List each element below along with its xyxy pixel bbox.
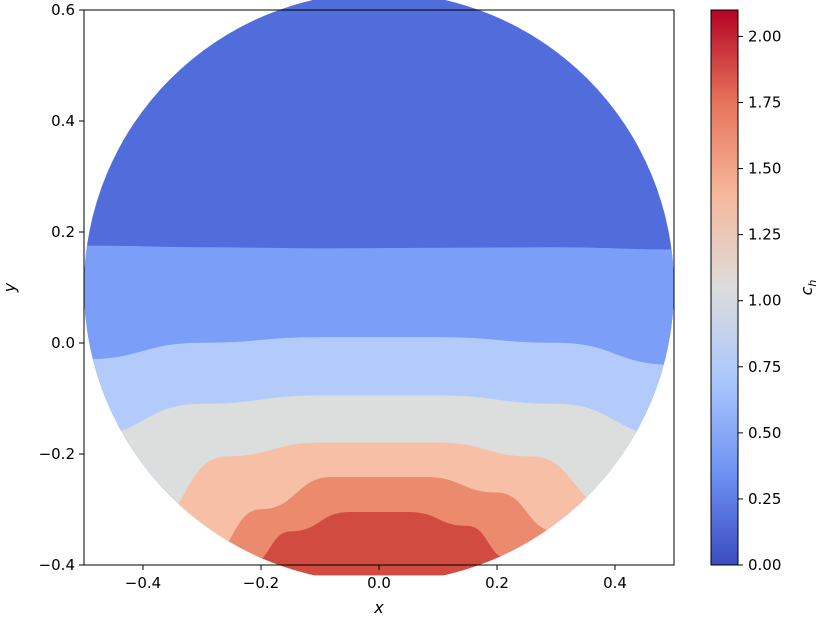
y-tick-label: 0.6 [51, 1, 75, 19]
colorbar-tick-label: 0.75 [748, 358, 781, 376]
x-tick-label: 0.4 [603, 574, 627, 592]
x-tick-label: −0.2 [243, 574, 279, 592]
contour-level-6 [248, 511, 510, 576]
y-tick-label: 0.2 [51, 223, 75, 241]
x-tick-label: 0.2 [485, 574, 509, 592]
colorbar-label: ch [797, 280, 819, 296]
colorbar: 0.00 0.25 0.50 0.75 1.00 1.25 1.50 1.75 2.00 ch [710, 9, 819, 574]
y-tick-label: 0.0 [51, 334, 75, 352]
colorbar-tick-label: 1.00 [748, 292, 781, 310]
colorbar-ticks: 0.00 0.25 0.50 0.75 1.00 1.25 1.50 1.75 2.00 [738, 27, 781, 574]
x-tick-label: 0.0 [367, 574, 391, 592]
contour-fill-layers [84, 0, 674, 576]
x-tick-label: −0.4 [125, 574, 161, 592]
colorbar-tick-label: 1.25 [748, 226, 781, 244]
colorbar-tick-label: 1.75 [748, 94, 781, 112]
x-axis-label: x [373, 598, 384, 617]
colorbar-tick-label: 1.50 [748, 160, 781, 178]
x-axis-ticks: −0.4 −0.2 0.0 0.2 0.4 [125, 565, 627, 592]
colorbar-gradient [710, 9, 739, 566]
colorbar-label-subscript: h [806, 280, 819, 287]
y-tick-label: 0.4 [51, 112, 75, 130]
y-axis-label: y [0, 282, 19, 293]
colorbar-tick-label: 2.00 [748, 27, 781, 45]
y-tick-label: −0.2 [39, 445, 75, 463]
plot-area: −0.4 −0.2 0.0 0.2 0.4 −0.4 −0.2 0.0 0.2 0.4 0.6 x… [0, 0, 675, 617]
colorbar-tick-label: 0.25 [748, 490, 781, 508]
y-tick-label: −0.4 [39, 556, 75, 574]
colorbar-tick-label: 0.50 [748, 424, 781, 442]
y-axis-ticks: −0.4 −0.2 0.0 0.2 0.4 0.6 [39, 1, 84, 574]
colorbar-label-main: c [797, 286, 816, 295]
colorbar-tick-label: 0.00 [748, 556, 781, 574]
